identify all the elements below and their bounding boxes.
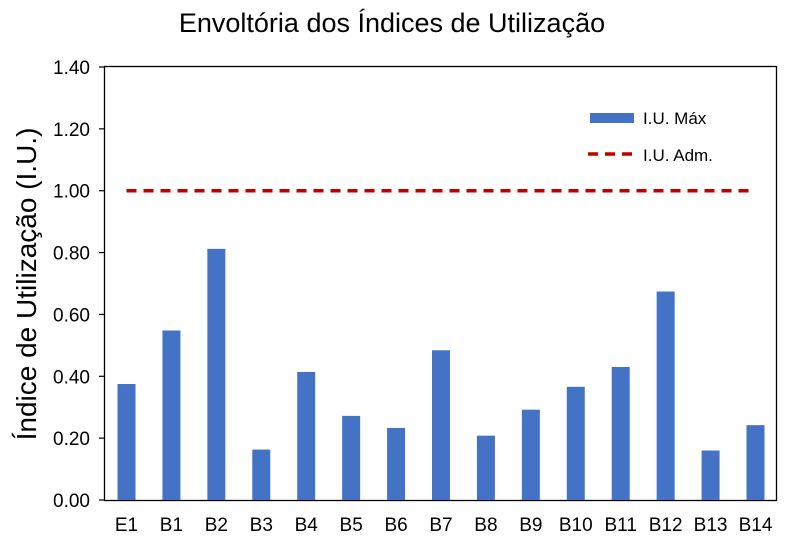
x-tick-label: B5 [340, 515, 363, 536]
bar [476, 435, 495, 500]
x-tick-label: B7 [429, 515, 452, 536]
x-tick-label: B10 [559, 515, 593, 536]
chart-title: Envoltória dos Índices de Utilização [179, 8, 605, 38]
x-tick-label: B3 [250, 515, 273, 536]
x-tick-label: B11 [605, 515, 637, 536]
bar [566, 386, 585, 500]
bar [252, 449, 271, 500]
y-tick-label: 0.20 [53, 429, 90, 450]
x-tick-label: B12 [649, 515, 683, 536]
bar [432, 350, 450, 500]
bar [117, 384, 136, 500]
y-axis: 0.00 0.20 0.40 0.60 0.80 1.00 1.20 1.40 [53, 58, 105, 512]
legend: I.U. Máx I.U. Adm. [588, 109, 713, 165]
y-tick-label: 0.40 [53, 367, 90, 388]
y-tick-label: 1.20 [53, 120, 90, 141]
x-tick-label: B14 [739, 515, 773, 536]
bar [297, 371, 316, 500]
x-tick-label: B6 [384, 515, 407, 536]
bar [207, 248, 226, 500]
x-axis: E1 B1 B2 B3 B4 B5 B6 B7 B8 B9 B10 B11 B12 B13 B14 [115, 515, 773, 536]
bar [746, 425, 765, 500]
y-tick-label: 0.60 [53, 305, 90, 326]
y-tick-label: 0.00 [53, 491, 90, 512]
x-tick-label: B8 [474, 515, 497, 536]
x-tick-label: B9 [519, 515, 542, 536]
x-tick-label: B4 [295, 515, 319, 536]
x-tick-label: B1 [160, 515, 183, 536]
legend-swatch-max [590, 113, 634, 123]
bar [342, 415, 361, 500]
bar-series [117, 248, 765, 500]
bar [387, 427, 406, 500]
bar [521, 409, 540, 500]
legend-label-max: I.U. Máx [643, 109, 707, 128]
bar [656, 291, 675, 500]
x-tick-label: E1 [115, 515, 138, 536]
y-tick-label: 1.00 [53, 182, 90, 203]
legend-label-adm: I.U. Adm. [643, 146, 713, 165]
bar [701, 450, 720, 500]
bar [611, 367, 630, 500]
plot-area-frame [103, 65, 778, 502]
x-tick-label: B2 [205, 515, 228, 536]
x-tick-label: B13 [694, 515, 728, 536]
y-axis-label: Índice de Utilização (I.U.) [11, 128, 42, 441]
y-tick-label: 0.80 [53, 244, 90, 265]
bar [162, 330, 181, 500]
y-tick-label: 1.40 [53, 58, 90, 79]
